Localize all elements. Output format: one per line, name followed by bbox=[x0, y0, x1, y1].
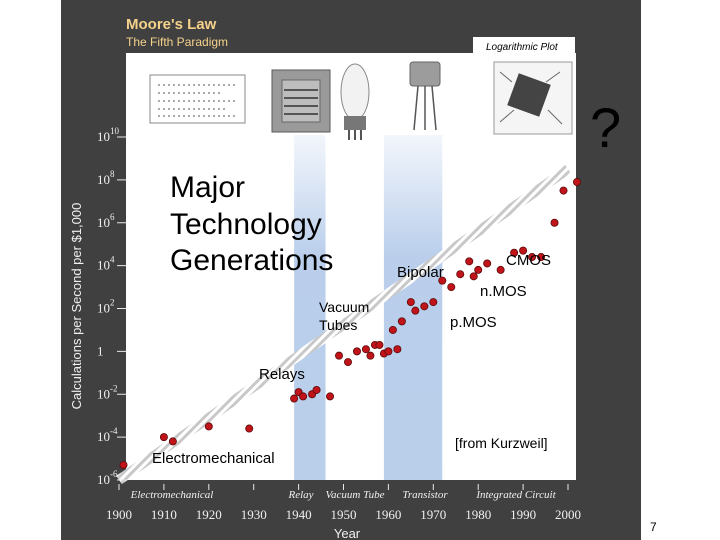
data-point bbox=[384, 347, 393, 356]
data-point bbox=[528, 253, 537, 262]
data-point bbox=[456, 270, 465, 279]
data-point bbox=[465, 257, 474, 266]
era-label-cmos: CMOS bbox=[506, 252, 551, 269]
x-tick-label: 1990 bbox=[510, 507, 536, 522]
data-point bbox=[572, 178, 581, 187]
era-band-relay bbox=[294, 135, 326, 480]
y-tick-label: 102 bbox=[97, 298, 115, 316]
era-label-relays: Relays bbox=[259, 366, 305, 383]
punch-card-icon bbox=[149, 74, 246, 124]
data-point bbox=[393, 345, 402, 354]
x-tick-label: 2000 bbox=[555, 507, 581, 522]
data-point bbox=[496, 265, 505, 274]
x-tick-label: 1960 bbox=[375, 507, 401, 522]
data-point bbox=[510, 248, 519, 257]
data-point bbox=[420, 302, 429, 311]
data-point bbox=[397, 317, 406, 326]
vacuum-tube-icon bbox=[340, 63, 370, 140]
x-tick-label: 1900 bbox=[106, 507, 132, 522]
x-tick-label: 1980 bbox=[465, 507, 491, 522]
data-point bbox=[406, 298, 415, 307]
slide-headline: Major Technology Generations bbox=[170, 171, 334, 278]
data-point bbox=[168, 437, 177, 446]
x-tick-label: 1920 bbox=[196, 507, 222, 522]
integrated-circuit-icon bbox=[493, 61, 573, 135]
y-tick-label: 104 bbox=[97, 255, 115, 273]
data-point bbox=[519, 246, 528, 255]
data-point bbox=[483, 259, 492, 268]
plot-label: Logarithmic Plot bbox=[486, 42, 559, 53]
era-label-vacuum-tubes: Vacuum Tubes bbox=[319, 299, 370, 333]
data-point bbox=[119, 460, 128, 469]
trend-line bbox=[116, 165, 571, 485]
data-point bbox=[375, 340, 384, 349]
y-tick-label: 10-4 bbox=[97, 426, 118, 444]
data-point bbox=[366, 351, 375, 360]
chart-title: Moore's Law bbox=[126, 16, 217, 33]
question-mark: ? bbox=[590, 96, 622, 159]
era-label-bipolar: Bipolar bbox=[397, 264, 444, 281]
era-axis-label: Relay bbox=[287, 489, 313, 501]
x-tick-label: 1940 bbox=[286, 507, 312, 522]
x-tick-label: 1910 bbox=[151, 507, 177, 522]
page-number: 7 bbox=[650, 520, 657, 534]
data-point bbox=[388, 325, 397, 334]
data-point bbox=[312, 385, 321, 394]
era-axis-label: Vacuum Tube bbox=[326, 489, 385, 501]
y-tick-label: 10-6 bbox=[97, 469, 118, 487]
data-point bbox=[429, 298, 438, 307]
data-point bbox=[550, 218, 559, 227]
data-point bbox=[290, 394, 299, 403]
y-axis-title: Calculations per Second per $1,000 bbox=[69, 203, 84, 410]
data-point bbox=[537, 253, 546, 262]
data-point bbox=[245, 424, 254, 433]
x-tick-label: 1930 bbox=[241, 507, 267, 522]
data-point bbox=[361, 345, 370, 354]
transistor-icon bbox=[409, 61, 441, 131]
data-point bbox=[469, 272, 478, 281]
era-axis-label: Integrated Circuit bbox=[475, 489, 556, 501]
y-tick-label: 106 bbox=[97, 212, 115, 230]
era-label-nmos: n.MOS bbox=[480, 283, 527, 300]
era-axis-label: Electromechanical bbox=[130, 489, 214, 501]
data-point bbox=[159, 433, 168, 442]
data-point bbox=[352, 347, 361, 356]
data-point bbox=[343, 358, 352, 367]
x-tick-label: 1970 bbox=[420, 507, 446, 522]
era-axis-label: Transistor bbox=[402, 489, 448, 501]
data-point bbox=[326, 392, 335, 401]
y-tick-label: 108 bbox=[97, 169, 115, 187]
data-point bbox=[474, 265, 483, 274]
data-point bbox=[299, 392, 308, 401]
y-tick-label: 1 bbox=[97, 343, 104, 358]
plot-label-box bbox=[473, 37, 575, 54]
y-tick-label: 10-2 bbox=[97, 383, 118, 401]
data-point bbox=[447, 283, 456, 292]
data-point bbox=[411, 306, 420, 315]
data-point bbox=[204, 422, 213, 431]
data-point bbox=[335, 351, 344, 360]
source-note: [from Kurzweil] bbox=[455, 435, 548, 451]
y-tick-label: 1010 bbox=[97, 126, 120, 144]
era-label-electromechanical: Electromechanical bbox=[152, 450, 275, 467]
data-point bbox=[438, 276, 447, 285]
x-tick-label: 1950 bbox=[331, 507, 357, 522]
data-point bbox=[559, 186, 568, 195]
x-axis-title: Year bbox=[334, 526, 361, 540]
era-label-pmos: p.MOS bbox=[450, 314, 497, 331]
relay-icon bbox=[271, 69, 331, 133]
chart-subtitle: The Fifth Paradigm bbox=[126, 35, 228, 49]
